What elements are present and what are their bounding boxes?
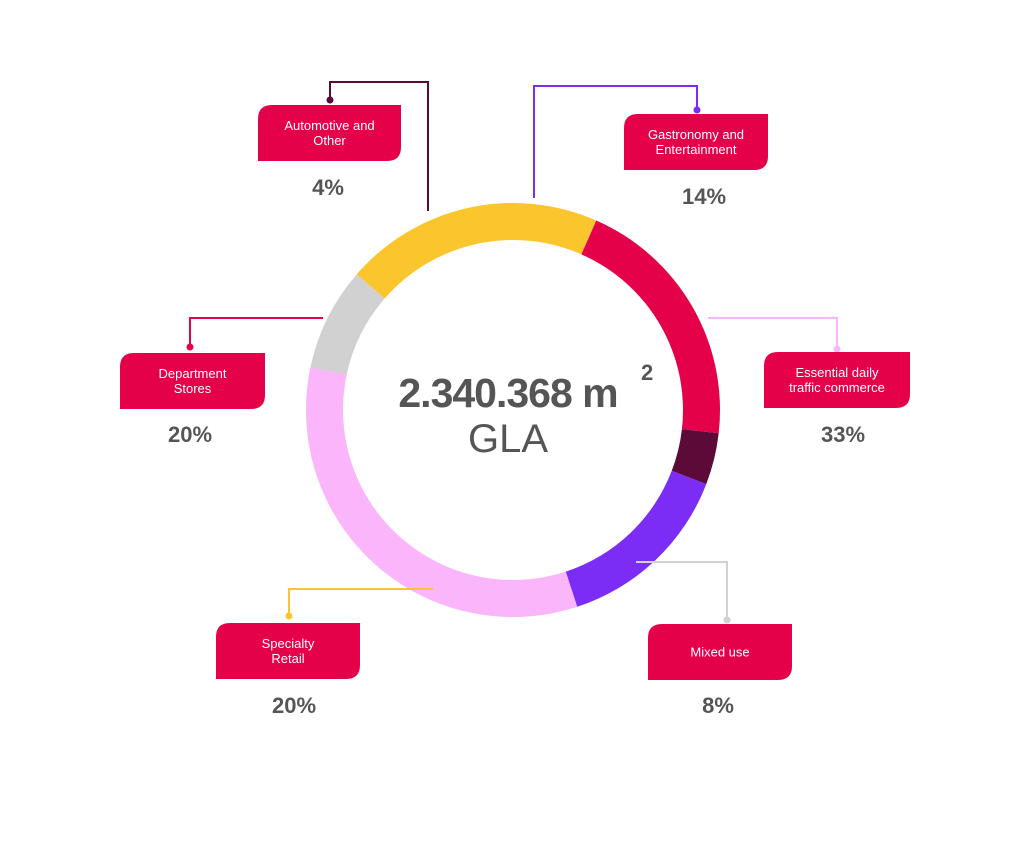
label-box-gastronomy xyxy=(624,114,768,170)
connectors-layer xyxy=(186,81,841,624)
donut-slice-essential xyxy=(306,367,578,617)
percent-label-automotive: 4% xyxy=(312,175,344,200)
donut-slice-gastronomy xyxy=(565,470,707,607)
donut-slice-specialty xyxy=(356,203,597,299)
category-label-line: Mixed use xyxy=(690,645,749,660)
center-superscript: 2 xyxy=(641,360,653,385)
slices-layer xyxy=(306,203,721,617)
connector-automotive xyxy=(329,81,429,211)
connector-gastronomy xyxy=(533,85,698,198)
percent-label-gastronomy: 14% xyxy=(682,184,726,209)
center-value: 2.340.368 m xyxy=(398,370,617,416)
connector-department xyxy=(189,317,323,347)
connector-dot-mixed xyxy=(723,616,731,624)
connector-dot-specialty xyxy=(285,612,293,620)
category-label-line: Gastronomy and xyxy=(648,127,744,142)
label-box-automotive xyxy=(258,105,401,161)
category-label-line: Other xyxy=(313,133,346,148)
label-box-specialty xyxy=(216,623,360,679)
percent-label-essential: 33% xyxy=(821,422,865,447)
connector-dot-automotive xyxy=(326,96,334,104)
category-label-line: Automotive and xyxy=(284,118,374,133)
connector-mixed xyxy=(636,561,728,620)
label-box-department xyxy=(120,353,265,409)
percent-label-specialty: 20% xyxy=(272,693,316,718)
connector-essential xyxy=(708,317,838,349)
category-label-line: Stores xyxy=(174,381,212,396)
center-label: 2.340.368 m 2 GLA xyxy=(398,360,653,461)
category-label-line: Specialty xyxy=(262,636,315,651)
connector-dot-essential xyxy=(833,345,841,353)
donut-slice-automotive xyxy=(671,429,719,485)
percent-label-department: 20% xyxy=(168,422,212,447)
category-label-line: traffic commerce xyxy=(789,380,885,395)
label-box-mixed xyxy=(648,624,792,680)
connector-dot-department xyxy=(186,343,194,351)
percent-label-mixed: 8% xyxy=(702,693,734,718)
category-label-mixed: Mixed use xyxy=(648,624,792,680)
center-caption: GLA xyxy=(468,417,548,461)
connector-specialty xyxy=(288,588,433,616)
donut-slice-mixed xyxy=(310,274,385,375)
category-label-line: Essential daily xyxy=(795,365,879,380)
label-box-essential xyxy=(764,352,910,408)
category-label-line: Retail xyxy=(271,651,304,666)
connector-dot-gastronomy xyxy=(693,106,701,114)
donut-slice-department xyxy=(581,220,721,434)
category-label-line: Department xyxy=(159,366,227,381)
category-label-line: Entertainment xyxy=(656,142,737,157)
